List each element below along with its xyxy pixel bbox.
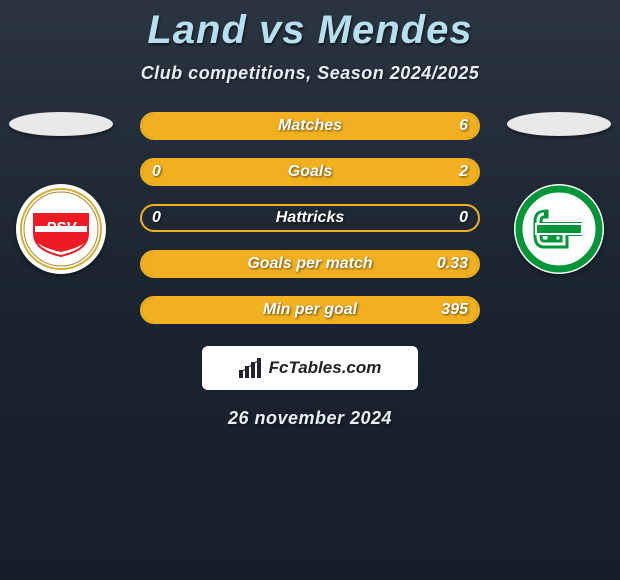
content: PSV Matches 6 0 Goals 2 0 Hattricks 0 Goals per … — [0, 112, 620, 429]
stat-label: Hattricks — [276, 209, 344, 227]
stat-row: Matches 6 — [140, 112, 480, 140]
club-badge-left: PSV — [16, 184, 106, 274]
player-left-slot: PSV — [6, 112, 116, 274]
footer-brand-text: FcTables.com — [269, 358, 382, 378]
title-player2: Mendes — [318, 8, 473, 52]
stat-row: 0 Hattricks 0 — [140, 204, 480, 232]
footer-brand-card[interactable]: FcTables.com — [202, 346, 418, 390]
stat-row: Goals per match 0.33 — [140, 250, 480, 278]
club-badge-right — [514, 184, 604, 274]
stats-list: Matches 6 0 Goals 2 0 Hattricks 0 Goals per matc… — [140, 112, 480, 324]
stat-label: Min per goal — [263, 301, 357, 319]
stat-value-right: 0 — [459, 209, 468, 227]
psv-badge-icon: PSV — [16, 184, 106, 274]
stat-value-right: 0.33 — [437, 255, 468, 273]
player-left-silhouette — [9, 112, 113, 136]
groningen-badge-icon — [514, 184, 604, 274]
stat-value-left: 0 — [152, 209, 161, 227]
page-title: Land vs Mendes — [0, 0, 620, 53]
bar-chart-icon — [239, 358, 263, 378]
stat-value-right: 6 — [459, 117, 468, 135]
stat-value-right: 395 — [441, 301, 468, 319]
stat-value-left: 0 — [152, 163, 161, 181]
stat-row: 0 Goals 2 — [140, 158, 480, 186]
stat-row: Min per goal 395 — [140, 296, 480, 324]
player-right-silhouette — [507, 112, 611, 136]
title-player1: Land — [147, 8, 247, 52]
stat-value-right: 2 — [459, 163, 468, 181]
svg-text:PSV: PSV — [46, 219, 78, 236]
subtitle: Club competitions, Season 2024/2025 — [0, 63, 620, 84]
date: 26 november 2024 — [0, 408, 620, 429]
stat-label: Goals per match — [247, 255, 372, 273]
player-right-slot — [504, 112, 614, 274]
stat-label: Goals — [288, 163, 332, 181]
stat-label: Matches — [278, 117, 342, 135]
title-vs: vs — [259, 8, 306, 52]
